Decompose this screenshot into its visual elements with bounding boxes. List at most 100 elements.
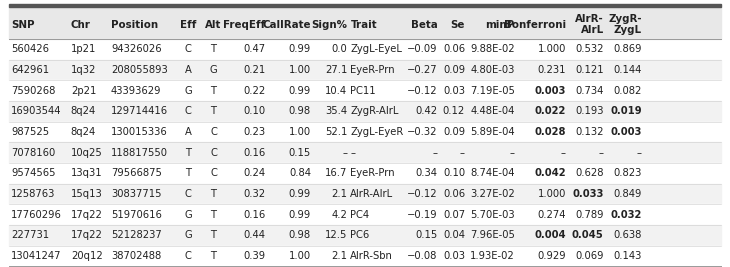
- Text: Alt: Alt: [205, 19, 222, 30]
- Text: −0.27: −0.27: [407, 65, 437, 75]
- Text: Sign%: Sign%: [312, 19, 347, 30]
- Text: 30837715: 30837715: [111, 189, 161, 199]
- Text: 0.019: 0.019: [610, 106, 642, 116]
- Text: 13041247: 13041247: [11, 251, 61, 261]
- Text: 0.15: 0.15: [289, 148, 311, 158]
- Text: EyeR-Prn: EyeR-Prn: [350, 168, 395, 178]
- Text: 0.003: 0.003: [610, 127, 642, 137]
- Text: 27.1: 27.1: [325, 65, 347, 75]
- Text: 0.003: 0.003: [534, 86, 566, 96]
- Bar: [9, 39, 721, 60]
- Text: C: C: [210, 127, 217, 137]
- Text: –: –: [599, 148, 604, 158]
- Text: 0.09: 0.09: [443, 65, 465, 75]
- Text: 987525: 987525: [11, 127, 49, 137]
- Bar: [9, 122, 721, 142]
- Text: 16903544: 16903544: [11, 106, 61, 116]
- Text: 3.27E-02: 3.27E-02: [470, 189, 515, 199]
- Text: 130015336: 130015336: [111, 127, 168, 137]
- Text: AlrR-AlrL: AlrR-AlrL: [350, 189, 393, 199]
- Bar: [9, 7, 721, 39]
- Text: 35.4: 35.4: [326, 106, 347, 116]
- Text: 0.07: 0.07: [443, 210, 465, 220]
- Text: 2.1: 2.1: [331, 251, 347, 261]
- Text: 0.10: 0.10: [443, 168, 465, 178]
- Text: 208055893: 208055893: [111, 65, 168, 75]
- Text: Eff: Eff: [180, 19, 196, 30]
- Text: T: T: [185, 168, 191, 178]
- Text: Bonferroni: Bonferroni: [504, 19, 566, 30]
- Text: –: –: [510, 148, 515, 158]
- Text: 0.004: 0.004: [534, 230, 566, 241]
- Text: G: G: [184, 210, 192, 220]
- Text: 0.193: 0.193: [575, 106, 604, 116]
- Text: –: –: [350, 148, 356, 158]
- Text: Se: Se: [450, 19, 465, 30]
- Text: 8.74E-04: 8.74E-04: [470, 168, 515, 178]
- Text: 0.929: 0.929: [537, 251, 566, 261]
- Text: C: C: [210, 168, 217, 178]
- Text: C: C: [185, 189, 191, 199]
- Text: 1.000: 1.000: [537, 44, 566, 54]
- Text: 0.47: 0.47: [244, 44, 266, 54]
- Text: Trait: Trait: [350, 19, 377, 30]
- Text: 0.99: 0.99: [289, 44, 311, 54]
- Text: 8q24: 8q24: [71, 127, 96, 137]
- Text: 0.028: 0.028: [534, 127, 566, 137]
- Text: ZygR-AlrL: ZygR-AlrL: [350, 106, 399, 116]
- Text: 560426: 560426: [11, 44, 49, 54]
- Text: 43393629: 43393629: [111, 86, 161, 96]
- Text: 0.121: 0.121: [575, 65, 604, 75]
- Text: 1.00: 1.00: [289, 251, 311, 261]
- Text: 10q25: 10q25: [71, 148, 102, 158]
- Bar: [9, 4, 721, 7]
- Text: –: –: [342, 148, 347, 158]
- Text: ZygL-EyeL: ZygL-EyeL: [350, 44, 402, 54]
- Text: 1.00: 1.00: [289, 65, 311, 75]
- Text: 0.22: 0.22: [244, 86, 266, 96]
- Text: 0.143: 0.143: [613, 251, 642, 261]
- Text: 0.042: 0.042: [534, 168, 566, 178]
- Text: 0.0: 0.0: [331, 44, 347, 54]
- Text: 0.23: 0.23: [244, 127, 266, 137]
- Text: ZygL-EyeR: ZygL-EyeR: [350, 127, 404, 137]
- Text: 0.99: 0.99: [289, 86, 311, 96]
- Text: 7.96E-05: 7.96E-05: [470, 230, 515, 241]
- Text: T: T: [185, 148, 191, 158]
- Text: T: T: [210, 251, 217, 261]
- Text: 5.70E-03: 5.70E-03: [470, 210, 515, 220]
- Text: 4.80E-03: 4.80E-03: [470, 65, 515, 75]
- Text: –: –: [432, 148, 437, 158]
- Text: 0.21: 0.21: [244, 65, 266, 75]
- Text: 1.000: 1.000: [537, 189, 566, 199]
- Text: 0.99: 0.99: [289, 189, 311, 199]
- Text: 0.06: 0.06: [443, 189, 465, 199]
- Text: AlrR-
AlrL: AlrR- AlrL: [575, 14, 604, 35]
- Text: −0.12: −0.12: [407, 86, 437, 96]
- Text: 16.7: 16.7: [325, 168, 347, 178]
- Text: 51970616: 51970616: [111, 210, 162, 220]
- Text: 0.231: 0.231: [537, 65, 566, 75]
- Text: −0.32: −0.32: [407, 127, 437, 137]
- Text: 7078160: 7078160: [11, 148, 55, 158]
- Text: 0.144: 0.144: [613, 65, 642, 75]
- Text: 1.93E-02: 1.93E-02: [470, 251, 515, 261]
- Text: 0.44: 0.44: [244, 230, 266, 241]
- Text: PC11: PC11: [350, 86, 376, 96]
- Text: 1258763: 1258763: [11, 189, 55, 199]
- Text: T: T: [210, 44, 217, 54]
- Text: 38702488: 38702488: [111, 251, 161, 261]
- Text: 7590268: 7590268: [11, 86, 55, 96]
- Text: A: A: [185, 127, 191, 137]
- Bar: [9, 80, 721, 101]
- Text: G: G: [184, 86, 192, 96]
- Bar: [9, 163, 721, 184]
- Text: 2p21: 2p21: [71, 86, 96, 96]
- Text: AlrR-Sbn: AlrR-Sbn: [350, 251, 393, 261]
- Text: 2.1: 2.1: [331, 189, 347, 199]
- Text: 0.03: 0.03: [443, 251, 465, 261]
- Text: G: G: [184, 230, 192, 241]
- Text: PC6: PC6: [350, 230, 369, 241]
- Bar: [9, 60, 721, 80]
- Text: C: C: [185, 251, 191, 261]
